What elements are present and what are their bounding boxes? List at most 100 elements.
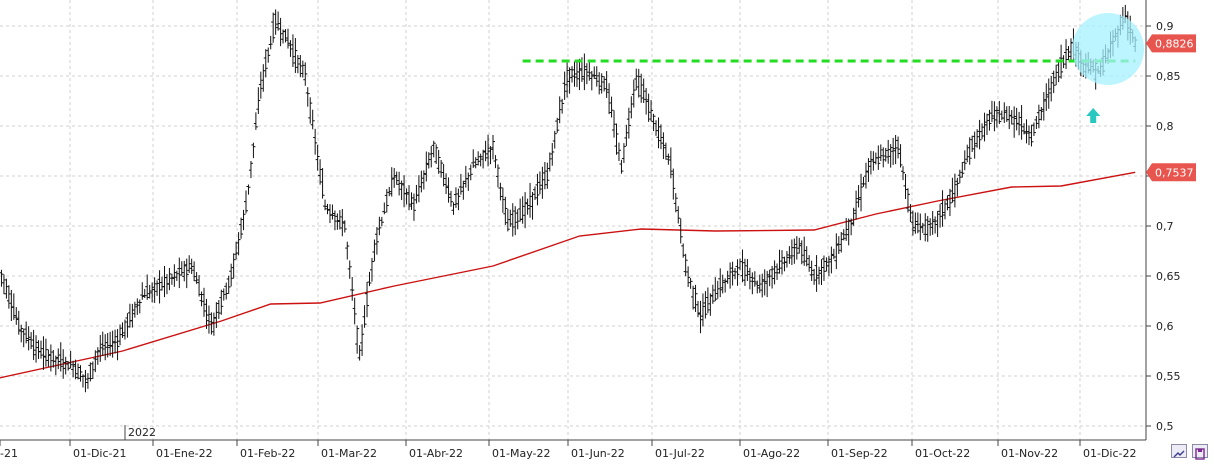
ohlc-bar: [0, 269, 4, 287]
ohlc-bar: [468, 164, 473, 181]
ohlc-bar: [997, 100, 1002, 125]
ohlc-bar: [231, 253, 236, 279]
ohlc-bar: [750, 272, 755, 295]
ohlc-bar: [288, 40, 293, 57]
ohlc-bar: [476, 151, 481, 166]
ohlc-bar: [515, 209, 520, 230]
ohlc-bar: [977, 119, 982, 150]
ohlc-bar: [567, 67, 572, 94]
ohlc-bar: [263, 49, 268, 78]
ohlc-bar: [305, 87, 310, 107]
ohlc-bar: [599, 73, 604, 94]
ohlc-bar: [691, 285, 696, 310]
ohlc-bar: [733, 267, 738, 280]
ohlc-bar: [486, 134, 491, 167]
ohlc-bar: [236, 232, 241, 256]
ohlc-bar: [686, 266, 691, 288]
x-tick-label: 01-Jul-22: [655, 447, 705, 460]
x-tick-label: 01-Mar-22: [321, 447, 377, 460]
ohlc-bar: [945, 195, 950, 211]
ohlc-bar: [172, 264, 177, 287]
ohlc-bar: [861, 176, 866, 187]
ohlc-bar: [21, 328, 26, 348]
ohlc-bar: [930, 210, 935, 235]
ohlc-bar: [441, 163, 446, 187]
ohlc-bar: [572, 61, 577, 87]
ohlc-bar: [192, 261, 197, 282]
ohlc-bar: [938, 204, 943, 228]
ohlc-bar: [95, 347, 100, 365]
ohlc-bar: [451, 202, 456, 215]
ohlc-bar: [868, 150, 873, 175]
ohlc-bar: [224, 282, 229, 300]
up-arrow-icon: [1086, 108, 1101, 123]
ohlc-bar: [658, 124, 663, 150]
ohlc-bar: [577, 58, 582, 91]
ohlc-bar: [965, 144, 970, 163]
ohlc-bar: [150, 282, 155, 303]
ohlc-bar: [169, 273, 174, 285]
x-tick-label: 01-May-22: [492, 447, 550, 460]
x-tick-label: 01-Jun-22: [571, 447, 625, 460]
ohlc-bar: [705, 287, 710, 314]
ohlc-bar: [992, 101, 997, 132]
ohlc-bar: [379, 216, 384, 227]
ohlc-bar: [952, 173, 957, 208]
ohlc-bar: [747, 267, 752, 290]
ohlc-bar: [145, 274, 150, 300]
ohlc-bar: [762, 269, 767, 296]
ohlc-bar: [202, 287, 207, 317]
ohlc-bar: [839, 231, 844, 253]
save-icon[interactable]: [1192, 444, 1208, 460]
ohlc-bar: [278, 17, 283, 47]
ohlc-bar: [550, 142, 555, 166]
ohlc-bar: [246, 184, 251, 195]
ohlc-bar: [19, 324, 24, 343]
ohlc-bar: [698, 300, 703, 334]
ohlc-bar: [646, 93, 651, 122]
ohlc-bar: [78, 365, 83, 382]
ohlc-bar: [933, 216, 938, 234]
ohlc-bar: [619, 159, 624, 174]
ohlc-bar: [83, 369, 88, 393]
ohlc-bar: [466, 172, 471, 191]
ohlc-bar: [308, 97, 313, 124]
ohlc-bar: [446, 177, 451, 203]
ohlc-bar: [419, 170, 424, 193]
ohlc-bar: [678, 218, 683, 244]
ohlc-bar: [1009, 110, 1014, 125]
x-tick-label: 01-Abr-22: [409, 447, 463, 460]
ohlc-bar: [147, 284, 152, 299]
ohlc-bar: [290, 34, 295, 67]
moving-average-layer: [0, 171, 1136, 379]
ohlc-bar: [552, 130, 557, 149]
ohlc-bar: [631, 79, 636, 108]
ohlc-bar: [115, 329, 120, 361]
ohlc-bar: [710, 284, 715, 304]
ohlc-bar: [740, 249, 745, 283]
ohlc-bar: [555, 117, 560, 133]
ohlc-bar: [53, 355, 58, 376]
ohlc-bar: [258, 71, 263, 99]
ohlc-bar: [456, 188, 461, 211]
ohlc-bar: [113, 329, 118, 354]
ohlc-bar: [836, 236, 841, 255]
ohlc-bar: [1051, 70, 1056, 94]
ohlc-bar: [508, 209, 513, 227]
x-tick-label: 01-Ene-22: [156, 447, 213, 460]
ohlc-bar: [812, 268, 817, 285]
year-marker: 2022: [128, 426, 156, 439]
ohlc-bar: [940, 190, 945, 227]
ohlc-bar: [14, 307, 19, 325]
ohlc-bar: [335, 213, 340, 230]
ohlc-bar: [90, 361, 95, 379]
ohlc-bar: [537, 171, 542, 195]
ohlc-bar: [76, 363, 81, 380]
ohlc-bar: [318, 159, 323, 185]
ohlc-bar: [957, 169, 962, 184]
highlight-circle: [1072, 13, 1145, 85]
ohlc-bar: [404, 188, 409, 205]
zoom-icon[interactable]: [1171, 444, 1187, 458]
ohlc-bar: [34, 335, 39, 363]
ohlc-bar: [110, 330, 115, 358]
